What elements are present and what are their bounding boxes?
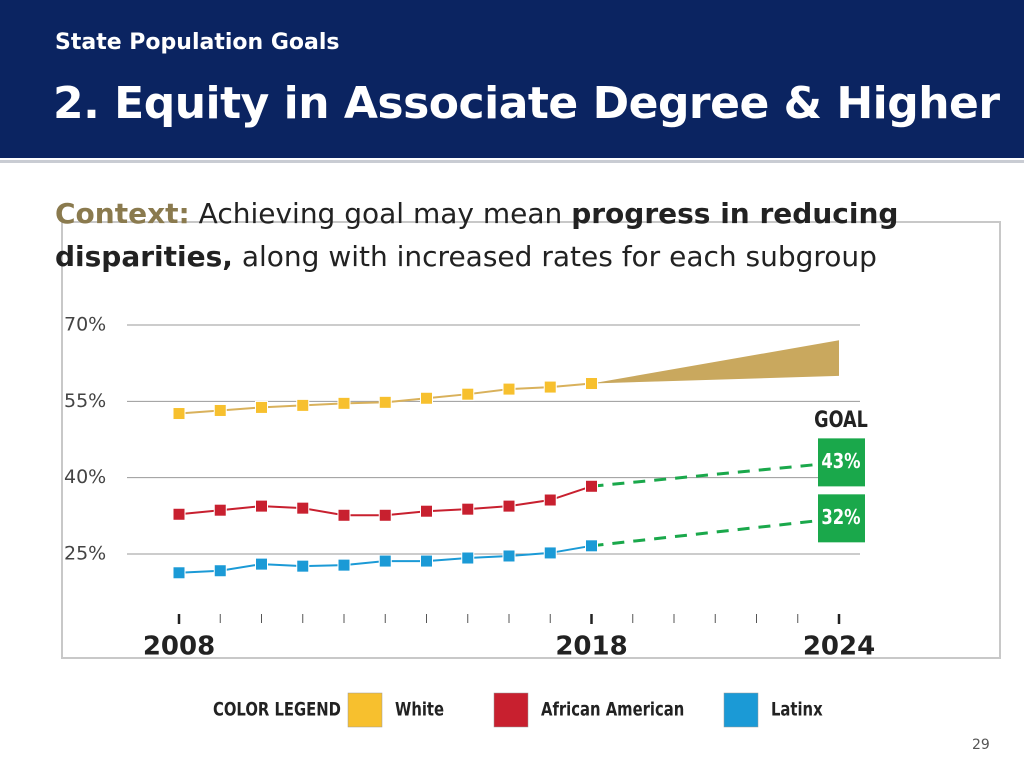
data-point	[420, 504, 433, 518]
x-tick-label: 2008	[143, 632, 215, 662]
data-point	[172, 407, 186, 421]
legend-label: White	[395, 699, 444, 721]
data-point	[172, 507, 186, 521]
chart-frame	[61, 221, 1001, 659]
data-point	[585, 539, 598, 553]
data-point	[461, 502, 475, 516]
context-text: Achieving goal may mean	[198, 197, 563, 230]
data-point	[337, 396, 351, 410]
data-point	[296, 501, 310, 515]
y-tick-label: 55%	[64, 390, 106, 412]
data-point	[213, 403, 227, 417]
data-point	[502, 549, 516, 563]
projection-line	[591, 516, 840, 548]
data-point	[461, 551, 475, 565]
data-point	[337, 558, 351, 572]
goal-label: 43%	[821, 450, 860, 473]
subtitle: State Population Goals	[55, 30, 340, 55]
data-point	[378, 554, 392, 568]
x-tick-label: 2018	[555, 632, 627, 662]
data-point	[543, 380, 557, 394]
data-point	[502, 382, 516, 396]
goal-label: 32%	[821, 506, 860, 529]
data-point	[420, 554, 433, 568]
header-rule	[0, 160, 1024, 163]
y-tick-label: 40%	[64, 466, 106, 488]
context-label: Context:	[55, 197, 190, 230]
data-point	[420, 391, 433, 405]
data-point	[255, 557, 268, 571]
data-point	[585, 479, 598, 493]
data-point	[255, 499, 268, 513]
context: Context: Achieving goal may mean progres…	[55, 192, 955, 278]
title: 2. Equity in Associate Degree & Higher	[53, 78, 1000, 129]
data-point	[296, 398, 310, 412]
goal-box	[818, 494, 865, 543]
x-tick-label: 2024	[803, 632, 875, 662]
data-point	[213, 503, 227, 517]
legend-label: African American	[541, 699, 684, 721]
context-bold: progress in reducing disparities,	[55, 197, 899, 273]
data-point	[213, 564, 227, 578]
data-point	[255, 400, 268, 414]
legend-title: COLOR LEGEND	[213, 699, 341, 721]
header-bar	[0, 0, 1024, 158]
y-tick-label: 25%	[64, 542, 106, 564]
legend-label: Latinx	[771, 699, 823, 721]
data-point	[378, 508, 392, 522]
context-text: along with increased rates for each subg…	[241, 240, 877, 273]
legend-swatch	[347, 692, 383, 728]
data-point	[543, 493, 557, 507]
legend-swatch	[723, 692, 759, 728]
data-point	[296, 559, 310, 573]
data-point	[337, 508, 351, 522]
legend-swatch	[493, 692, 529, 728]
goal-title: GOAL	[814, 407, 868, 432]
data-point	[502, 499, 516, 513]
data-point	[461, 387, 475, 401]
projection-line	[591, 460, 840, 488]
projection-band	[591, 340, 839, 384]
goal-box	[818, 438, 865, 487]
data-point	[378, 395, 392, 409]
data-point	[585, 377, 598, 391]
page-number: 29	[972, 737, 990, 753]
y-tick-label: 70%	[64, 314, 106, 336]
data-point	[543, 546, 557, 560]
data-point	[172, 566, 186, 580]
